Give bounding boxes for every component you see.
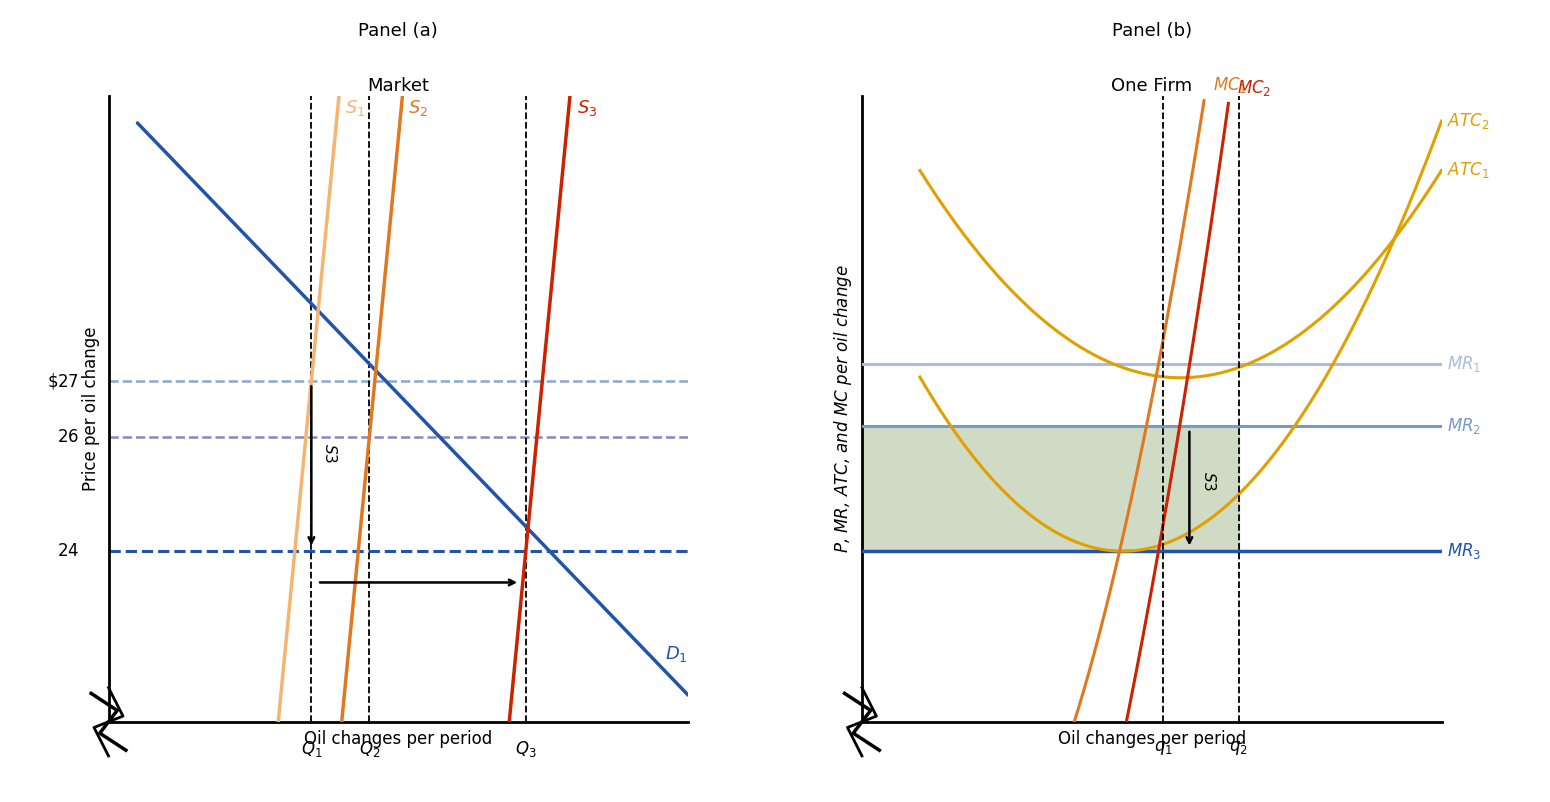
Polygon shape xyxy=(839,699,885,744)
Text: $26$: $26$ xyxy=(57,428,79,447)
Title: One Firm: One Firm xyxy=(1111,77,1192,95)
Text: Panel (b): Panel (b) xyxy=(1111,22,1192,40)
Text: $MR_2$: $MR_2$ xyxy=(1448,416,1482,436)
Title: Market: Market xyxy=(367,77,429,95)
Text: $MR_3$: $MR_3$ xyxy=(1448,541,1482,561)
Text: $MC_1$: $MC_1$ xyxy=(1212,75,1248,95)
Text: $S3$: $S3$ xyxy=(1201,472,1217,492)
Text: $S_1$: $S_1$ xyxy=(344,99,366,119)
Text: $S_2$: $S_2$ xyxy=(408,99,428,119)
Text: $q_1$: $q_1$ xyxy=(1153,739,1173,757)
Text: $\$27$: $\$27$ xyxy=(48,371,79,391)
X-axis label: Oil changes per period: Oil changes per period xyxy=(304,730,493,748)
Text: $Q_3$: $Q_3$ xyxy=(515,739,536,759)
Text: $ATC_2$: $ATC_2$ xyxy=(1448,111,1490,131)
Text: $S_3$: $S_3$ xyxy=(577,99,597,119)
Text: $24$: $24$ xyxy=(57,542,79,560)
Text: $q_2$: $q_2$ xyxy=(1229,739,1248,757)
Text: $D_1$: $D_1$ xyxy=(665,644,688,664)
Polygon shape xyxy=(85,699,132,744)
Text: $MC_2$: $MC_2$ xyxy=(1237,78,1271,98)
Text: $ATC_1$: $ATC_1$ xyxy=(1448,160,1490,180)
Text: Panel (a): Panel (a) xyxy=(358,22,439,40)
Text: $Q_2$: $Q_2$ xyxy=(358,739,380,759)
Y-axis label: Price per oil change: Price per oil change xyxy=(82,326,101,492)
Text: $S3$: $S3$ xyxy=(322,443,338,464)
X-axis label: Oil changes per period: Oil changes per period xyxy=(1057,730,1246,748)
Text: $Q_1$: $Q_1$ xyxy=(301,739,322,759)
Y-axis label: $P$, $MR$, $ATC$, and $MC$ per oil change: $P$, $MR$, $ATC$, and $MC$ per oil chang… xyxy=(832,265,854,553)
Text: $MR_1$: $MR_1$ xyxy=(1448,354,1482,374)
